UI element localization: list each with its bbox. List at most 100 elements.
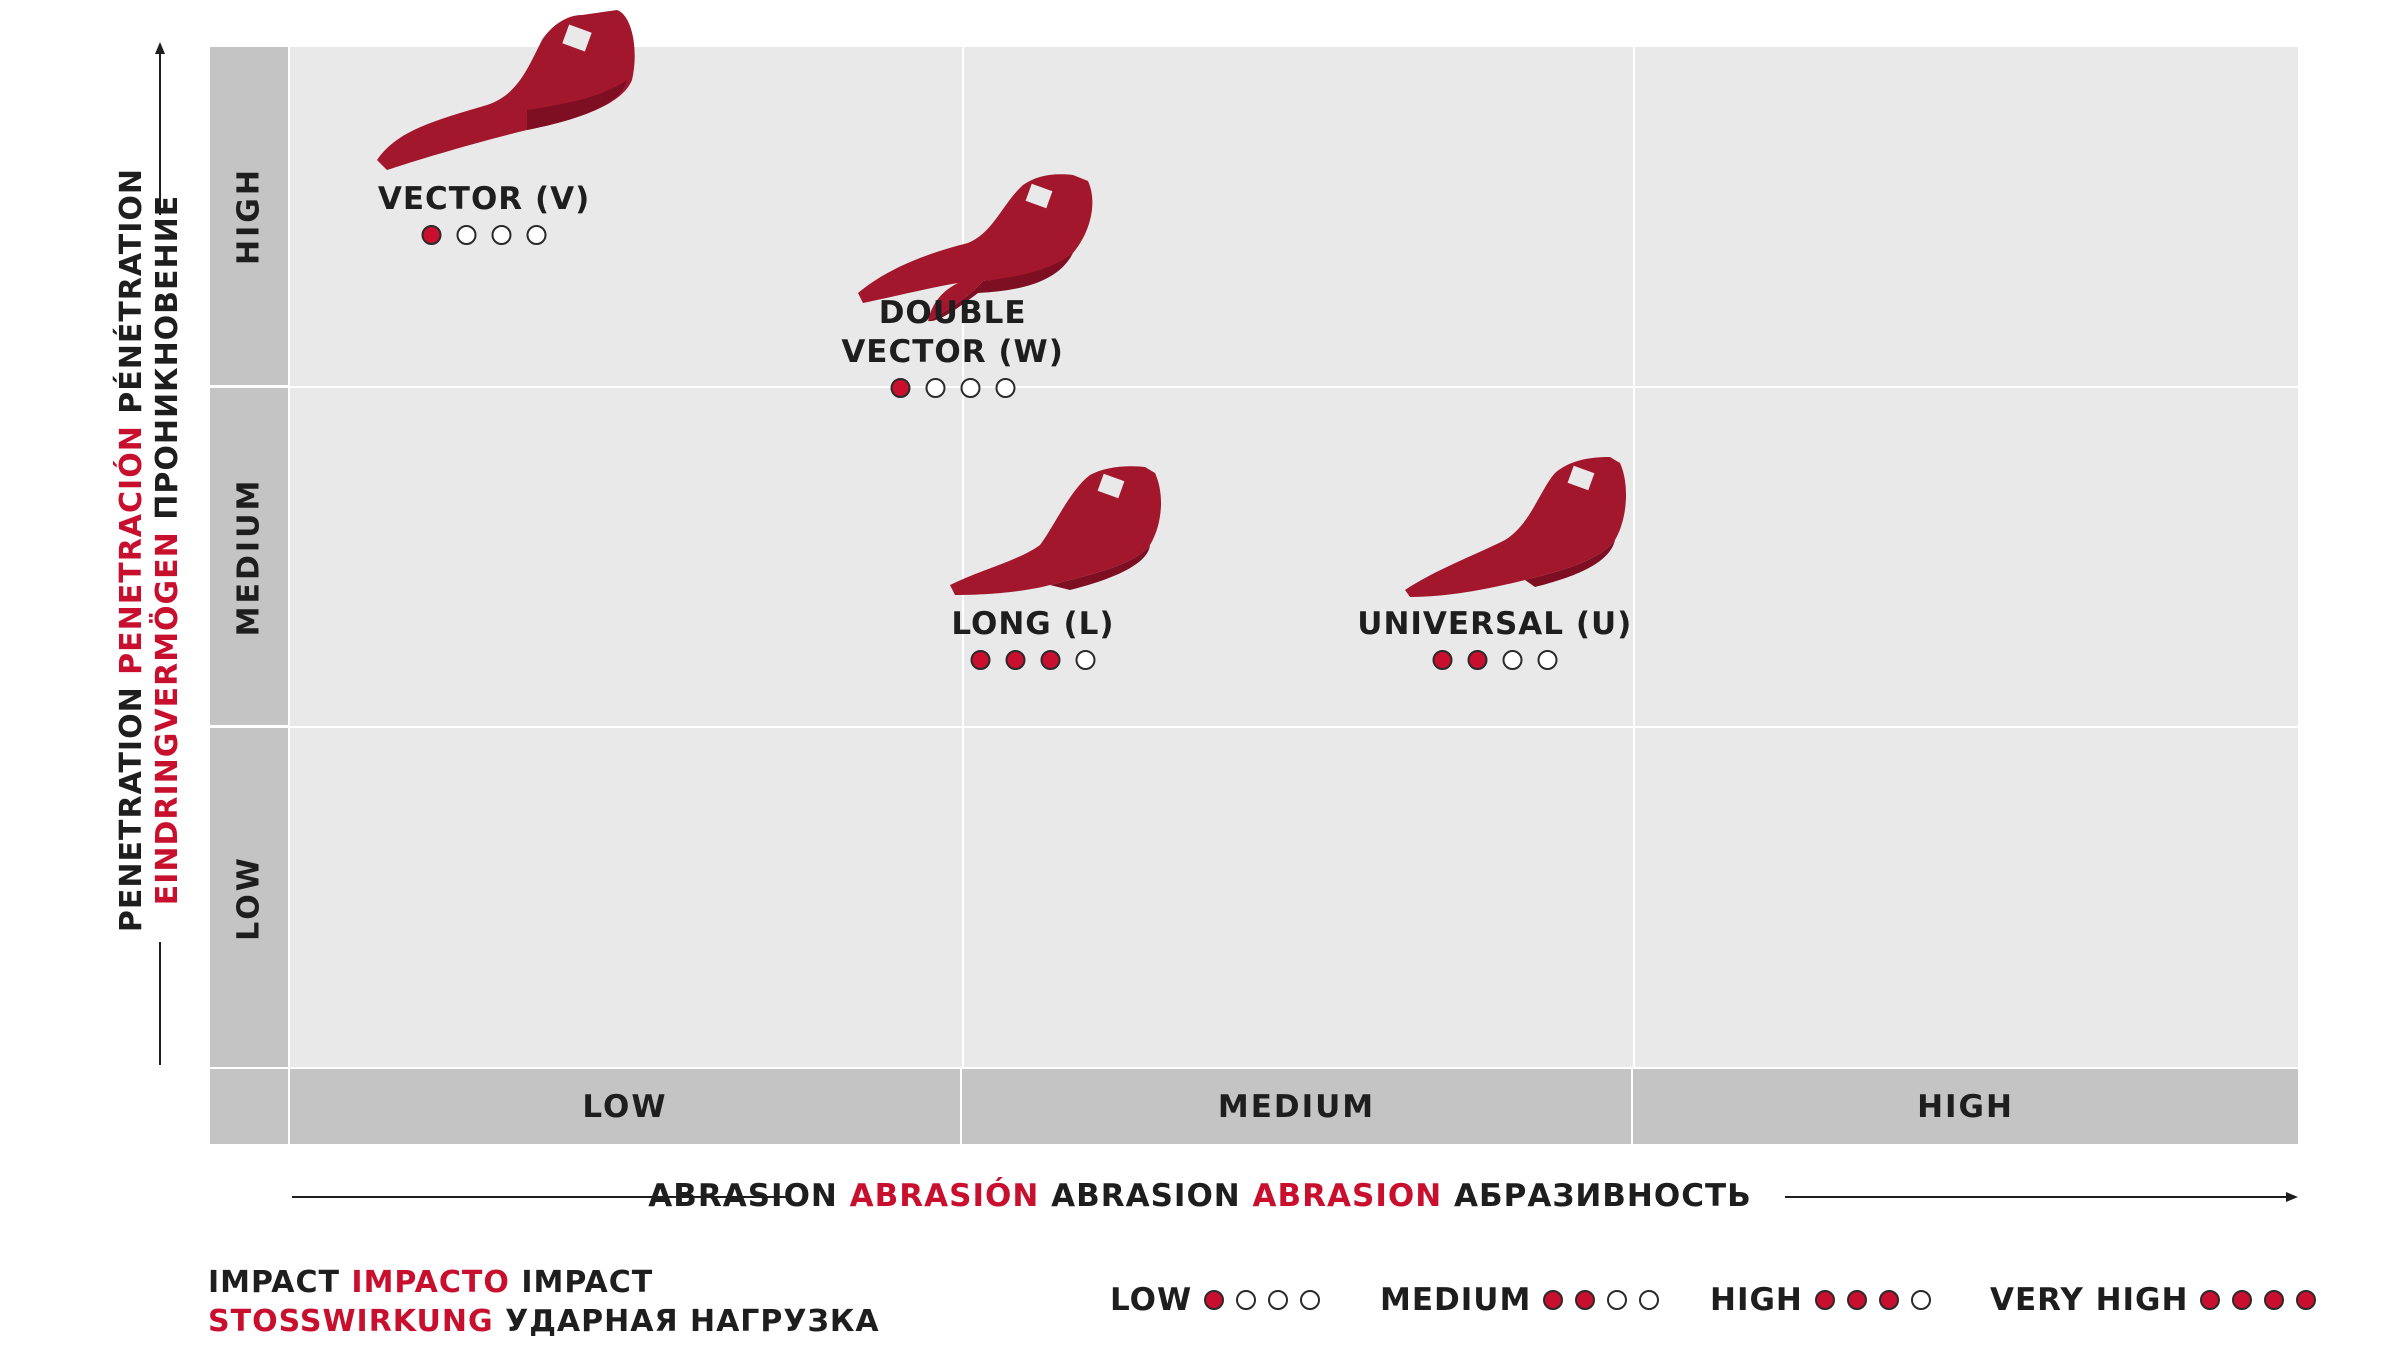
y-axis-title-part: PÉNÉTRATION [114, 167, 149, 414]
impact-dots [1814, 1290, 1931, 1310]
grid-line-horizontal [290, 726, 2298, 728]
tooth-image-long [950, 466, 1162, 595]
x-level-medium: MEDIUM [962, 1069, 1631, 1144]
impact-dot-filled [1432, 650, 1453, 670]
y-axis-title-line-1: PENETRATION PENETRACIÓN PÉNÉTRATION [114, 100, 150, 1000]
point-label: VECTOR (V) [378, 180, 590, 219]
impact-title-part: УДАРНАЯ НАГРУЗКА [505, 1304, 880, 1339]
impact-dot-filled [1814, 1290, 1835, 1310]
impact-legend-item: LOW [1110, 1282, 1321, 1318]
x-tick-label-high: HIGH [1917, 1088, 2014, 1125]
impact-title-part: IMPACTO [351, 1265, 522, 1300]
x-axis-title-part: ABRASION [1252, 1178, 1454, 1214]
x-axis-title-part: ABRASION [648, 1178, 850, 1214]
impact-dot-empty [1639, 1290, 1660, 1310]
x-tick-label-medium: MEDIUM [1217, 1088, 1376, 1125]
y-tick-label-medium: MEDIUM [231, 477, 267, 636]
impact-dot-empty [1268, 1290, 1289, 1310]
impact-dot-empty [456, 225, 477, 245]
impact-dots [890, 378, 1016, 398]
impact-legend-label: VERY HIGH [1990, 1282, 2189, 1318]
impact-dots [1204, 1290, 1321, 1310]
impact-dot-filled [1040, 650, 1061, 670]
impact-title-part: STOSSWIRKUNG [208, 1304, 506, 1339]
impact-dot-empty [491, 225, 512, 245]
y-tick-label-high: HIGH [231, 166, 267, 266]
impact-dot-empty [1537, 650, 1558, 670]
grid-line-vertical [962, 47, 964, 1067]
axis-corner [210, 1069, 288, 1144]
impact-legend-item: HIGH [1710, 1282, 1931, 1318]
y-axis-title-part: EINDRINGVERMÖGEN [150, 519, 185, 906]
impact-dots [1432, 650, 1558, 670]
impact-dot-empty [526, 225, 547, 245]
point-label: UNIVERSAL (U) [1357, 605, 1632, 644]
y-level-medium: MEDIUM [210, 388, 288, 725]
x-axis-title: ABRASION ABRASIÓN ABRASION ABRASION АБРА… [0, 1178, 2400, 1214]
impact-dot-empty [1075, 650, 1096, 670]
point-label: DOUBLE VECTOR (W) [841, 294, 1064, 372]
impact-title-part: IMPACT [521, 1265, 654, 1300]
tooth-image-vector [376, 10, 635, 170]
impact-dot-filled [970, 650, 991, 670]
impact-dot-empty [1300, 1290, 1321, 1310]
impact-dot-filled [1005, 650, 1026, 670]
point-label-line: UNIVERSAL (U) [1357, 606, 1633, 642]
x-level-low: LOW [290, 1069, 960, 1144]
impact-dot-empty [1236, 1290, 1257, 1310]
grid-line-horizontal [290, 386, 2298, 388]
tooth-image-double [857, 174, 1093, 322]
impact-title-part: IMPACT [208, 1265, 352, 1300]
point-label-line: LONG (L) [951, 606, 1115, 642]
impact-dot-filled [2296, 1290, 2317, 1310]
impact-dot-empty [1502, 650, 1523, 670]
impact-dot-filled [1878, 1290, 1899, 1310]
impact-legend-label: MEDIUM [1380, 1282, 1532, 1318]
impact-dot-empty [1607, 1290, 1628, 1310]
impact-dot-filled [421, 225, 442, 245]
y-level-high: HIGH [210, 47, 288, 385]
x-axis-title-part: ABRASIÓN [849, 1178, 1052, 1214]
grid-line-vertical [1633, 47, 1635, 1067]
point-label-line: DOUBLE [878, 295, 1027, 331]
y-axis-title-part: ПРОНИКНОВЕНИЕ [150, 194, 185, 520]
impact-dots [2200, 1290, 2317, 1310]
impact-dot-empty [995, 378, 1016, 398]
x-axis-title-part: ABRASION [1051, 1178, 1253, 1214]
y-axis-title-line-2: EINDRINGVERMÖGEN ПРОНИКНОВЕНИЕ [150, 100, 186, 1000]
impact-dot-empty [1910, 1290, 1931, 1310]
impact-dot-filled [1467, 650, 1488, 670]
impact-dot-filled [1575, 1290, 1596, 1310]
impact-dot-filled [2232, 1290, 2253, 1310]
x-tick-label-low: LOW [582, 1088, 668, 1125]
impact-legend-label: LOW [1110, 1282, 1193, 1318]
impact-dots [421, 225, 547, 245]
y-level-low: LOW [210, 728, 288, 1067]
impact-dot-empty [960, 378, 981, 398]
y-axis-title-part: PENETRACIÓN [114, 413, 149, 675]
impact-dot-filled [890, 378, 911, 398]
impact-title-line-2: STOSSWIRKUNG УДАРНАЯ НАГРУЗКА [208, 1302, 880, 1341]
x-level-high: HIGH [1633, 1069, 2298, 1144]
impact-dots [970, 650, 1096, 670]
impact-legend-item: VERY HIGH [1990, 1282, 2317, 1318]
impact-dot-empty [925, 378, 946, 398]
impact-dot-filled [2264, 1290, 2285, 1310]
impact-legend-title: IMPACT IMPACTO IMPACT STOSSWIRKUNG УДАРН… [208, 1263, 880, 1341]
point-label-line: VECTOR (V) [377, 181, 591, 217]
impact-title-line-1: IMPACT IMPACTO IMPACT [208, 1263, 880, 1302]
plot-area [290, 47, 2298, 1067]
impact-legend-label: HIGH [1710, 1282, 1803, 1318]
x-axis-arrow [292, 1192, 2298, 1202]
y-tick-label-low: LOW [231, 854, 267, 941]
impact-dots [1543, 1290, 1660, 1310]
x-axis-title-part: АБРАЗИВНОСТЬ [1453, 1178, 1752, 1214]
impact-dot-filled [1543, 1290, 1564, 1310]
tooth-image-universal [1404, 457, 1626, 597]
point-label: LONG (L) [951, 605, 1114, 644]
point-label-line: VECTOR (W) [841, 334, 1064, 370]
impact-legend-item: MEDIUM [1380, 1282, 1660, 1318]
y-axis-arrow [155, 42, 165, 1065]
impact-dot-filled [1846, 1290, 1867, 1310]
impact-dot-filled [2200, 1290, 2221, 1310]
